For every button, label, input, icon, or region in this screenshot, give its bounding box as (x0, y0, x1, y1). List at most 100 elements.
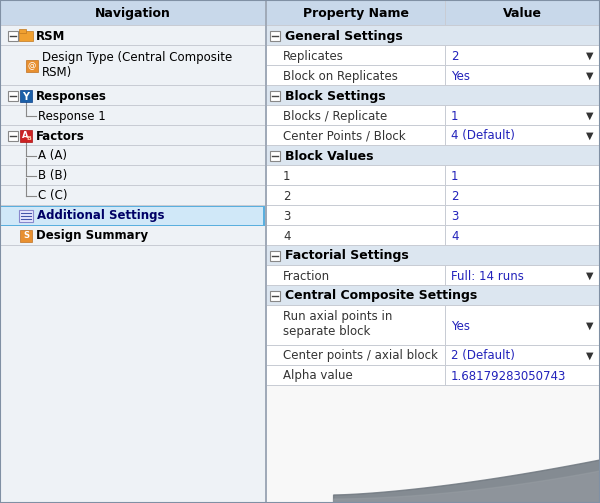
Bar (267, 346, 600, 366)
Text: Factors: Factors (36, 129, 85, 142)
Bar (267, 186, 600, 206)
Bar (0, 0, 265, 503)
Text: Replicates: Replicates (283, 49, 344, 62)
Bar (267, 286, 600, 306)
Bar (267, 45, 600, 46)
Text: Responses: Responses (36, 90, 107, 103)
Text: Block Values: Block Values (285, 149, 373, 162)
Bar (445, 106, 446, 126)
Bar (270, 251, 280, 261)
Bar (267, 0, 600, 26)
Bar (445, 66, 446, 86)
Bar (0, 106, 265, 126)
Text: Blocks / Replicate: Blocks / Replicate (283, 110, 387, 123)
Bar (267, 26, 600, 46)
Text: ▼: ▼ (586, 131, 594, 141)
Bar (267, 46, 600, 66)
Text: 4 (Default): 4 (Default) (451, 129, 515, 142)
Text: Yes: Yes (451, 69, 470, 82)
Bar (445, 266, 446, 286)
Bar (270, 151, 280, 161)
Text: ▼: ▼ (586, 51, 594, 61)
Bar (267, 366, 600, 386)
Text: Navigation: Navigation (95, 7, 170, 20)
Bar (265, 0, 267, 503)
Bar (267, 25, 600, 26)
Bar (267, 206, 600, 226)
Text: General Settings: General Settings (285, 30, 403, 42)
Text: 1.68179283050743: 1.68179283050743 (451, 370, 566, 382)
Bar (270, 291, 280, 301)
Text: Y: Y (23, 92, 29, 102)
Bar (267, 66, 600, 86)
Text: 2: 2 (451, 190, 458, 203)
Text: B: B (26, 136, 31, 141)
Bar (0, 186, 265, 206)
Bar (0, 206, 265, 226)
Bar (8, 91, 18, 101)
Text: B (B): B (B) (38, 170, 67, 183)
Text: Center points / axial block: Center points / axial block (283, 350, 438, 363)
Text: Factorial Settings: Factorial Settings (285, 249, 409, 263)
Bar (19, 210, 33, 222)
Bar (267, 165, 600, 166)
Text: ▼: ▼ (586, 351, 594, 361)
Text: Property Name: Property Name (303, 7, 409, 20)
Polygon shape (334, 471, 600, 503)
Text: Block Settings: Block Settings (285, 90, 386, 103)
Bar (0, 225, 265, 226)
Bar (445, 226, 446, 246)
Bar (0, 0, 265, 26)
Text: ▼: ▼ (586, 321, 594, 331)
Text: A (A): A (A) (38, 149, 67, 162)
Text: 1: 1 (283, 170, 290, 183)
Bar (267, 105, 600, 106)
Bar (0, 86, 265, 106)
Text: A: A (22, 131, 28, 140)
Text: 3: 3 (451, 210, 458, 222)
Text: S: S (23, 231, 29, 240)
Bar (0, 25, 265, 26)
Text: Response 1: Response 1 (38, 110, 106, 123)
Bar (445, 346, 446, 366)
Text: 1: 1 (451, 170, 458, 183)
Text: Center Points / Block: Center Points / Block (283, 129, 406, 142)
Bar (267, 246, 600, 266)
Text: ▼: ▼ (586, 111, 594, 121)
Bar (19, 31, 33, 41)
Bar (267, 146, 600, 166)
Text: Fraction: Fraction (283, 270, 330, 283)
Bar (270, 31, 280, 41)
Text: Value: Value (503, 7, 542, 20)
Bar (445, 126, 446, 146)
Bar (445, 186, 446, 206)
Text: 4: 4 (451, 229, 458, 242)
Text: ▼: ▼ (586, 71, 594, 81)
Bar (0, 206, 1, 226)
Bar (267, 126, 600, 146)
Text: Design Summary: Design Summary (36, 229, 148, 242)
Text: 2: 2 (283, 190, 290, 203)
Bar (0, 126, 265, 146)
Text: 1: 1 (451, 110, 458, 123)
Bar (20, 90, 32, 102)
Text: Block on Replicates: Block on Replicates (283, 69, 398, 82)
Bar (263, 206, 265, 226)
Bar (267, 265, 600, 266)
Bar (445, 366, 446, 386)
Text: Alpha value: Alpha value (283, 370, 353, 382)
Bar (0, 206, 265, 207)
Bar (445, 166, 446, 186)
Bar (19, 29, 26, 33)
Text: RSM: RSM (36, 30, 65, 42)
Text: 3: 3 (283, 210, 290, 222)
Text: 2: 2 (451, 49, 458, 62)
Bar (20, 230, 32, 242)
Bar (267, 86, 600, 106)
Text: ▼: ▼ (586, 271, 594, 281)
Text: Run axial points in
separate block: Run axial points in separate block (283, 310, 392, 338)
Bar (20, 130, 32, 142)
Bar (0, 146, 265, 166)
Bar (267, 306, 600, 346)
Polygon shape (334, 460, 600, 503)
